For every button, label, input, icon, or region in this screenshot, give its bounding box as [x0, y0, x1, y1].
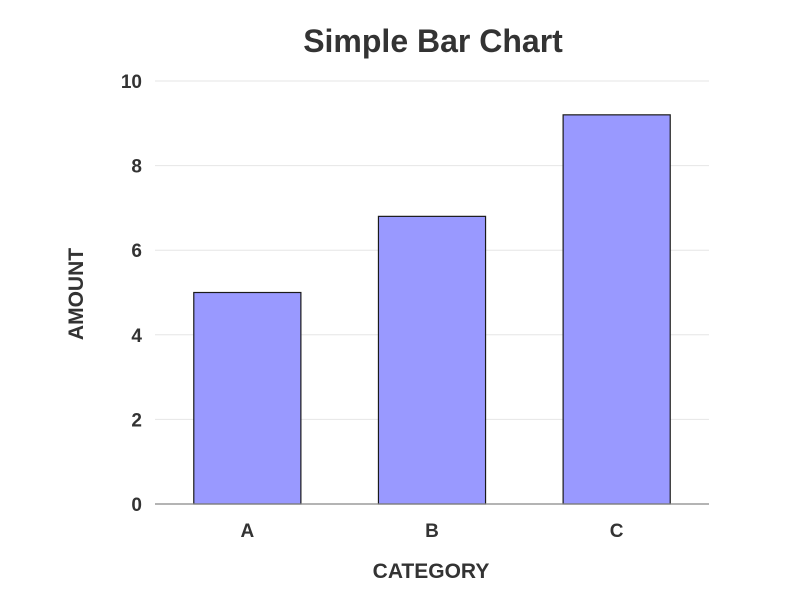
bar: [193, 291, 302, 505]
bars: [193, 114, 671, 505]
y-tick-label: 6: [131, 241, 142, 262]
chart-title: Simple Bar Chart: [303, 23, 563, 59]
x-axis-title: CATEGORY: [373, 560, 490, 583]
x-tick-label: A: [240, 521, 254, 542]
y-tick-labels: 0 2 4 6 8 10: [121, 72, 143, 516]
y-tick-label: 10: [121, 72, 142, 93]
x-tick-labels: A B C: [240, 521, 623, 542]
y-tick-label: 2: [131, 410, 142, 431]
y-tick-label: 8: [131, 157, 142, 178]
bar: [377, 215, 487, 505]
bar: [562, 114, 671, 505]
y-axis-title: AMOUNT: [65, 248, 88, 340]
y-tick-label: 0: [131, 495, 142, 516]
x-tick-label: B: [425, 521, 439, 542]
x-tick-label: C: [610, 521, 624, 542]
y-tick-label: 4: [131, 326, 142, 347]
